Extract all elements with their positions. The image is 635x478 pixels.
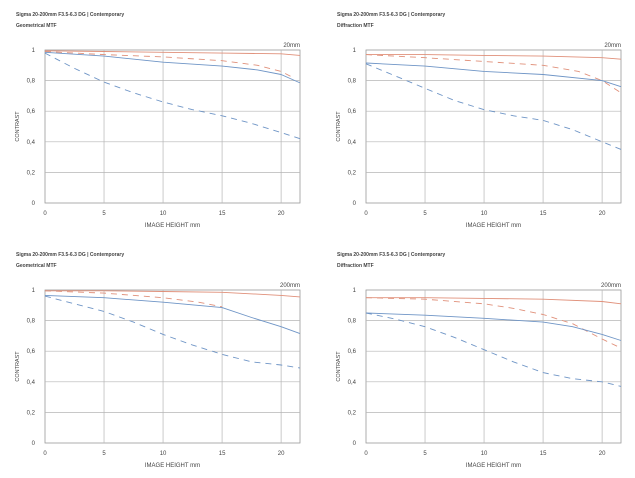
- x-tick-label: 15: [219, 211, 226, 217]
- mtf-panel-200mm-diffraction: Sigma 20-200mm F3.5-6.3 DG | Contemporar…: [318, 239, 635, 478]
- x-tick-label: 15: [540, 451, 547, 457]
- y-tick-label: 0,8: [27, 319, 36, 325]
- chart-title: Sigma 20-200mm F3.5-6.3 DG | Contemporar…: [337, 12, 446, 18]
- series-line-blue-solid: [44, 294, 301, 335]
- series-line-blue-dashed: [44, 52, 301, 140]
- x-axis-label: IMAGE HEIGHT mm: [466, 223, 521, 229]
- x-tick-label: 20: [278, 451, 285, 457]
- x-tick-label: 0: [364, 211, 368, 217]
- y-tick-label: 0,6: [348, 349, 357, 355]
- x-tick-label: 10: [481, 211, 488, 217]
- y-axis-label: CONTRAST: [15, 111, 21, 142]
- x-tick-label: 0: [43, 451, 47, 457]
- x-tick-label: 5: [102, 211, 106, 217]
- y-tick-label: 0: [353, 201, 357, 207]
- series-line-red-solid: [366, 297, 622, 305]
- y-tick-label: 0,2: [348, 410, 357, 416]
- x-tick-label: 10: [160, 451, 167, 457]
- x-axis-label: IMAGE HEIGHT mm: [145, 463, 200, 469]
- x-tick-label: 20: [599, 451, 606, 457]
- x-tick-label: 15: [219, 451, 226, 457]
- y-tick-label: 0: [353, 441, 357, 447]
- y-tick-label: 0,4: [348, 140, 357, 146]
- plot-frame: [365, 289, 622, 444]
- chart-subtitle: Diffraction MTF: [337, 23, 374, 29]
- x-tick-label: 5: [423, 451, 427, 457]
- series-line-blue-solid: [365, 312, 622, 341]
- chart-title: Sigma 20-200mm F3.5-6.3 DG | Contemporar…: [337, 252, 446, 258]
- y-tick-label: 0,2: [27, 170, 36, 176]
- x-tick-label: 0: [364, 451, 368, 457]
- series-line-red-dashed: [44, 290, 223, 308]
- y-tick-label: 0,2: [348, 170, 357, 176]
- y-tick-label: 1: [32, 288, 36, 294]
- x-tick-label: 5: [423, 211, 427, 217]
- y-tick-label: 0: [32, 201, 36, 207]
- y-tick-label: 0,4: [348, 380, 357, 386]
- y-tick-label: 1: [32, 48, 36, 54]
- chart-subtitle: Diffraction MTF: [337, 263, 374, 269]
- x-axis-label: IMAGE HEIGHT mm: [466, 463, 521, 469]
- mtf-panel-200mm-geometrical: Sigma 20-200mm F3.5-6.3 DG | Contemporar…: [0, 239, 317, 478]
- series-line-red-solid: [45, 290, 301, 298]
- y-tick-label: 0,6: [27, 349, 36, 355]
- x-tick-label: 10: [481, 451, 488, 457]
- y-tick-label: 0,4: [27, 140, 36, 146]
- y-tick-label: 0,6: [27, 109, 36, 115]
- y-axis-label: CONTRAST: [15, 351, 21, 382]
- y-tick-label: 1: [353, 48, 357, 54]
- y-tick-label: 0,6: [348, 109, 357, 115]
- series-line-red-solid: [366, 54, 622, 60]
- mtf-panel-20mm-diffraction: Sigma 20-200mm F3.5-6.3 DG | Contemporar…: [318, 0, 635, 239]
- focal-length-label: 20mm: [283, 43, 300, 49]
- y-tick-label: 0: [32, 441, 36, 447]
- chart-subtitle: Geometrical MTF: [16, 23, 57, 29]
- plot-frame: [365, 49, 622, 204]
- series-line-blue-dashed: [365, 312, 622, 387]
- chart-title: Sigma 20-200mm F3.5-6.3 DG | Contemporar…: [16, 12, 125, 18]
- y-axis-label: CONTRAST: [336, 111, 342, 142]
- x-tick-label: 15: [540, 211, 547, 217]
- y-tick-label: 0,8: [348, 79, 357, 85]
- y-tick-label: 0,8: [348, 319, 357, 325]
- focal-length-label: 200mm: [601, 283, 621, 289]
- focal-length-label: 200mm: [280, 283, 300, 289]
- plot-frame: [44, 289, 301, 444]
- y-tick-label: 0,4: [27, 380, 36, 386]
- series-line-red-solid: [44, 50, 301, 56]
- chart-subtitle: Geometrical MTF: [16, 263, 57, 269]
- mtf-panel-20mm-geometrical: Sigma 20-200mm F3.5-6.3 DG | Contemporar…: [0, 0, 317, 239]
- y-tick-label: 0,8: [27, 79, 36, 85]
- x-tick-label: 20: [278, 211, 285, 217]
- y-tick-label: 0,2: [27, 410, 36, 416]
- y-axis-label: CONTRAST: [336, 351, 342, 382]
- series-line-red-dashed: [44, 51, 294, 78]
- x-tick-label: 10: [160, 211, 167, 217]
- series-line-blue-dashed: [365, 63, 622, 150]
- x-tick-label: 0: [43, 211, 47, 217]
- y-tick-label: 1: [353, 288, 357, 294]
- series-line-blue-solid: [365, 62, 622, 88]
- series-line-red-dashed: [365, 297, 622, 349]
- x-tick-label: 5: [102, 451, 106, 457]
- series-line-blue-dashed: [44, 295, 301, 369]
- series-line-red-dashed: [365, 54, 622, 94]
- focal-length-label: 20mm: [604, 43, 621, 49]
- series-line-blue-solid: [44, 51, 301, 84]
- chart-title: Sigma 20-200mm F3.5-6.3 DG | Contemporar…: [16, 252, 125, 258]
- x-tick-label: 20: [599, 211, 606, 217]
- plot-frame: [44, 49, 301, 204]
- x-axis-label: IMAGE HEIGHT mm: [145, 223, 200, 229]
